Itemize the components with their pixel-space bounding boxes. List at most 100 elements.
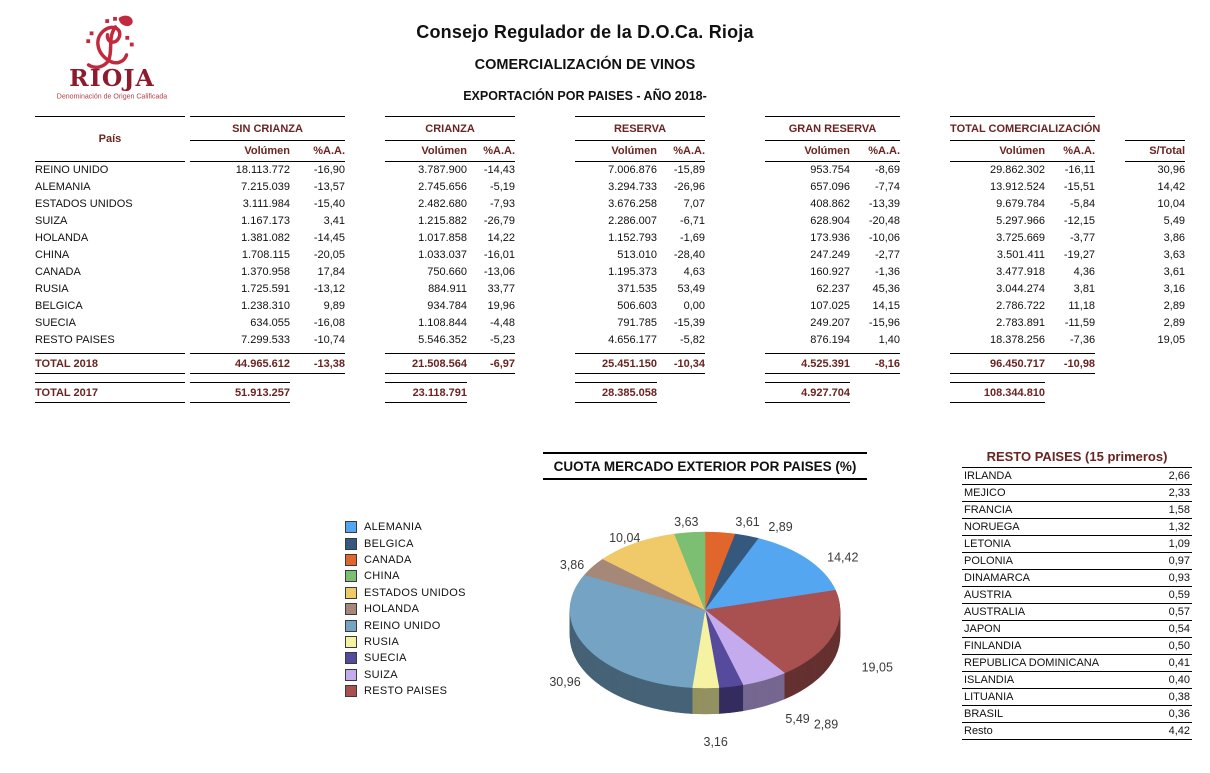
volume-cell: 13.912.524 [989, 181, 1046, 193]
legend-swatch [345, 586, 357, 599]
pct-cell: -20,48 [868, 215, 901, 227]
pie-slice-china [674, 531, 706, 611]
resto-row: ISLANDIA 0,40 [962, 671, 1192, 689]
spacer-cell [1095, 213, 1125, 230]
country-cell: ALEMANIA [35, 181, 91, 193]
spacer-cell [1095, 332, 1125, 349]
pie-label-resto-paises: 19,05 [862, 661, 893, 675]
spacer-cell [900, 354, 950, 374]
stotal-cell: 2,89 [1163, 317, 1186, 329]
volume-cell: 3.044.274 [996, 283, 1046, 295]
resto-paises-body: IRLANDA 2,66 MEJICO 2,33 FRANCIA 1,58 NORUEGA 1… [962, 467, 1192, 740]
legend-label: SUIZA [364, 668, 398, 681]
spacer-row [35, 374, 1185, 383]
table-row: SUECIA 634.055 -16,08 1.108.844 -4,48 791.785… [35, 315, 1185, 332]
spacer-cell [705, 264, 765, 281]
total-volume-cell: 51.913.257 [190, 382, 290, 403]
volume-cell: 1.017.858 [418, 232, 468, 244]
pie-top [569, 531, 841, 689]
spacer-cell [290, 383, 345, 403]
stotal-cell: 19,05 [1157, 334, 1186, 346]
legend-label: CANADA [364, 553, 412, 566]
spacer-cell [35, 374, 1185, 383]
table-row: CHINA 1.708.115 -20,05 1.033.037 -16,01 513.0… [35, 247, 1185, 264]
pct-cell: -10,74 [313, 334, 346, 346]
resto-value-cell: 1,58 [1146, 501, 1192, 519]
volume-cell: 247.249 [810, 249, 851, 261]
volume-cell: 18.378.256 [989, 334, 1046, 346]
pct-cell: 19,96 [487, 300, 516, 312]
resto-value-cell: 1,09 [1146, 535, 1192, 553]
spacer-cell [515, 213, 575, 230]
resto-row: DINAMARCA 0,93 [962, 569, 1192, 587]
resto-paises-table: IRLANDA 2,66 MEJICO 2,33 FRANCIA 1,58 NORUEGA 1… [962, 467, 1192, 740]
spacer-cell [705, 281, 765, 298]
table-row: ESTADOS UNIDOS 3.111.984 -15,40 2.482.680 -7… [35, 196, 1185, 213]
volume-cell: 2.286.007 [608, 215, 658, 227]
spacer-cell [515, 298, 575, 315]
stotal-cell: 10,04 [1157, 198, 1186, 210]
report-titles: Consejo Regulador de la D.O.Ca. Rioja CO… [0, 22, 1170, 103]
pct-cell: -14,43 [483, 164, 516, 177]
total-2017-label: TOTAL 2017 [35, 382, 185, 403]
pct-cell: -15,51 [1063, 181, 1096, 193]
volume-cell: 791.785 [617, 317, 658, 329]
volume-cell: 2.786.722 [996, 300, 1046, 312]
total-volume-cell: 28.385.058 [575, 382, 658, 403]
resto-row: Resto 4,42 [962, 722, 1192, 740]
spacer-cell [1095, 230, 1125, 247]
spacer-cell [850, 383, 900, 403]
volume-header: Volúmen [575, 140, 658, 162]
export-table-body: REINO UNIDO 18.113.772 -16,90 3.787.900 -14,… [35, 162, 1185, 403]
spacer-cell [705, 332, 765, 349]
spacer-cell [900, 196, 950, 213]
country-cell: RESTO PAISES [35, 334, 115, 346]
total-pct-cell: -10,98 [1045, 353, 1096, 374]
volume-cell: 1.381.082 [241, 232, 290, 244]
volume-cell: 160.927 [810, 266, 851, 278]
legend-item-belgica: BELGICA [345, 535, 466, 551]
pct-cell: -19,27 [1063, 249, 1096, 261]
spacer-cell [900, 332, 950, 349]
resto-country-cell: FINLANDIA [962, 637, 1146, 655]
pct-cell: -12,15 [1063, 215, 1096, 227]
legend-label: RESTO PAISES [364, 685, 448, 698]
volume-cell: 1.152.793 [608, 232, 658, 244]
pct-cell: -16,08 [313, 317, 346, 329]
volume-cell: 1.167.173 [241, 215, 290, 227]
legend-item-suiza: SUIZA [345, 667, 466, 683]
pct-cell: 17,84 [317, 266, 346, 278]
resto-value-cell: 0,36 [1146, 705, 1192, 723]
stotal-header: S/Total [1125, 140, 1186, 162]
legend-swatch [345, 685, 357, 698]
spacer [515, 117, 575, 162]
pct-cell: 3,41 [323, 215, 346, 227]
spacer-cell [345, 247, 385, 264]
legend-item-china: CHINA [345, 568, 466, 584]
spacer-cell [657, 383, 705, 403]
country-cell: RUSIA [35, 283, 69, 295]
spacer-cell [345, 332, 385, 349]
country-cell: REINO UNIDO [35, 164, 109, 177]
pct-cell: -15,40 [313, 198, 346, 210]
resto-row: JAPON 0,54 [962, 620, 1192, 638]
resto-row: AUSTRALIA 0,57 [962, 603, 1192, 621]
legend-item-alemania: ALEMANIA [345, 519, 466, 535]
legend-swatch [345, 553, 357, 566]
stotal-cell: 3,61 [1163, 266, 1186, 278]
spacer-cell [515, 247, 575, 264]
total-volume-cell: 108.344.810 [950, 382, 1046, 403]
country-cell: SUECIA [35, 317, 76, 329]
volume-header: Volúmen [385, 140, 468, 162]
pie-label-rusia: 3,16 [704, 735, 728, 749]
total-volume-cell: 96.450.717 [950, 353, 1046, 374]
volume-cell: 2.783.891 [996, 317, 1046, 329]
legend-swatch [345, 635, 357, 648]
volume-cell: 1.195.373 [608, 266, 658, 278]
group-header-total: TOTAL COMERCIALIZACIÓN [950, 116, 1100, 141]
volume-header: Volúmen [950, 140, 1046, 162]
total-pct-cell: -13,38 [290, 353, 346, 374]
volume-header: Volúmen [190, 140, 290, 162]
country-cell: CANADA [35, 266, 81, 278]
volume-cell: 513.010 [617, 249, 658, 261]
